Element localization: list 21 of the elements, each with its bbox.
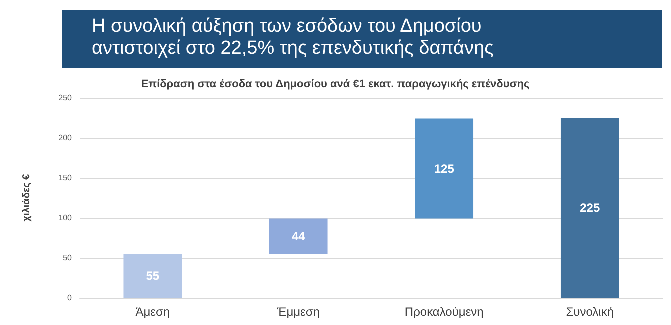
- chart-title: Η συνολική αύξηση των εσόδων του Δημοσίου αντιστοιχεί στο 22,5% της επενδυτικής δαπάνης: [62, 10, 662, 68]
- data-label: 44: [292, 229, 306, 244]
- y-tick-label: 100: [58, 214, 73, 222]
- x-tick-label: Συνολική: [566, 305, 614, 319]
- y-tick-label: 50: [63, 254, 73, 262]
- data-label: 125: [434, 162, 455, 176]
- x-tick-label: Έμμεση: [276, 305, 320, 319]
- y-tick-label: 250: [58, 94, 73, 102]
- bar: [124, 254, 182, 298]
- bar: [415, 118, 474, 219]
- chart-subtitle: Επίδραση στα έσοδα του Δημοσίου ανά €1 εκατ. παραγωγικής επένδυσης: [141, 78, 530, 90]
- y-tick-label: 200: [58, 134, 73, 142]
- y-tick-label: 150: [58, 174, 73, 182]
- bar: [560, 118, 620, 298]
- data-label: 225: [580, 201, 600, 215]
- y-axis-title: χιλιάδες €: [22, 174, 32, 222]
- y-tick-label: 0: [68, 294, 73, 302]
- bar: [269, 218, 328, 254]
- x-tick-label: Προκαλούμενη: [404, 305, 484, 319]
- x-tick-label: Άμεση: [136, 305, 170, 319]
- data-label: 55: [146, 269, 160, 283]
